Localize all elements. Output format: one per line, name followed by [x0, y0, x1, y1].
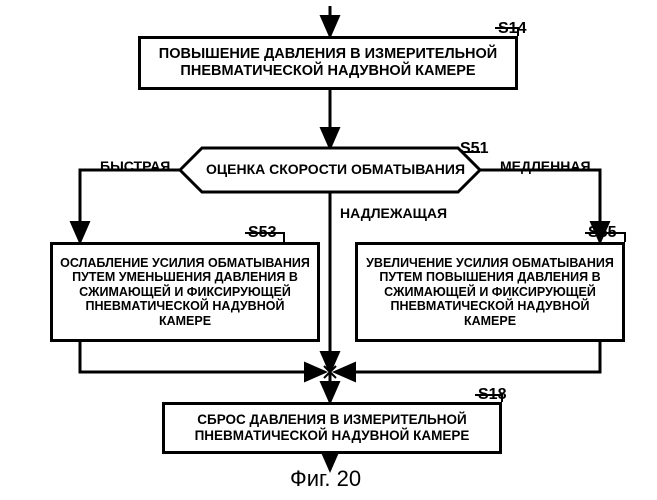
tag-s18: S18: [478, 386, 506, 404]
tag-s51: S51: [460, 140, 488, 158]
node-s14-text: ПОВЫШЕНИЕ ДАВЛЕНИЯ В ИЗМЕРИТЕЛЬНОЙ ПНЕВМ…: [147, 46, 509, 79]
flowchart-canvas: ПОВЫШЕНИЕ ДАВЛЕНИЯ В ИЗМЕРИТЕЛЬНОЙ ПНЕВМ…: [0, 0, 657, 500]
node-s53-text: ОСЛАБЛЕНИЕ УСИЛИЯ ОБМАТЫВАНИЯ ПУТЕМ УМЕН…: [59, 256, 311, 328]
node-s14: ПОВЫШЕНИЕ ДАВЛЕНИЯ В ИЗМЕРИТЕЛЬНОЙ ПНЕВМ…: [138, 36, 518, 90]
branch-label-proper: НАДЛЕЖАЩАЯ: [340, 205, 447, 221]
figure-caption: Фиг. 20: [290, 466, 361, 492]
node-s53: ОСЛАБЛЕНИЕ УСИЛИЯ ОБМАТЫВАНИЯ ПУТЕМ УМЕН…: [50, 242, 320, 342]
tag-s14: S14: [498, 20, 526, 38]
node-s55-text: УВЕЛИЧЕНИЕ УСИЛИЯ ОБМАТЫВАНИЯ ПУТЕМ ПОВЫ…: [364, 256, 616, 328]
node-s51-text: ОЦЕНКА СКОРОСТИ ОБМАТЫВАНИЯ: [206, 161, 454, 177]
tag-s55: S55: [588, 224, 616, 242]
branch-label-slow: МЕДЛЕННАЯ: [500, 158, 591, 174]
tag-s53: S53: [248, 224, 276, 242]
node-s55: УВЕЛИЧЕНИЕ УСИЛИЯ ОБМАТЫВАНИЯ ПУТЕМ ПОВЫ…: [355, 242, 625, 342]
node-s18-text: СБРОС ДАВЛЕНИЯ В ИЗМЕРИТЕЛЬНОЙ ПНЕВМАТИЧ…: [171, 412, 493, 443]
node-s18: СБРОС ДАВЛЕНИЯ В ИЗМЕРИТЕЛЬНОЙ ПНЕВМАТИЧ…: [162, 402, 502, 454]
branch-label-fast: БЫСТРАЯ: [100, 158, 170, 174]
